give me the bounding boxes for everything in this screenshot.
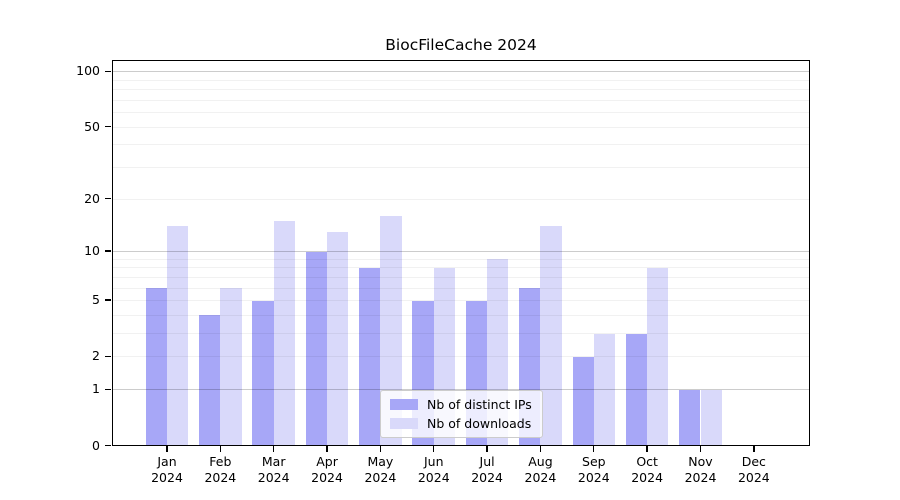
y-tick-label-10: 10 bbox=[84, 243, 100, 259]
x-tick-feb bbox=[219, 446, 222, 452]
x-tick-aug bbox=[539, 446, 542, 452]
y-tick-5 bbox=[105, 299, 111, 301]
bar-downloads-sep bbox=[593, 333, 616, 446]
gridline-minor-30 bbox=[112, 167, 810, 168]
x-tick-label-jun: Jun 2024 bbox=[417, 454, 450, 485]
bar-downloads-aug bbox=[540, 226, 562, 446]
legend: Nb of distinct IPs Nb of downloads bbox=[380, 390, 543, 438]
gridline-major-10 bbox=[112, 251, 810, 253]
bar-distinct-ips-apr bbox=[305, 251, 328, 446]
gridline-minor-40 bbox=[112, 144, 810, 146]
x-tick-label-jan: Jan 2024 bbox=[151, 454, 183, 485]
x-tick-mar bbox=[273, 446, 275, 452]
y-tick-label-2: 2 bbox=[92, 348, 100, 364]
x-tick-label-mar: Mar 2024 bbox=[257, 454, 290, 485]
x-tick-label-dec: Dec 2024 bbox=[737, 454, 770, 485]
gridline-minor-5 bbox=[112, 300, 810, 302]
legend-label-downloads: Nb of downloads bbox=[427, 416, 532, 431]
bar-downloads-apr bbox=[327, 231, 349, 446]
y-tick-10 bbox=[105, 250, 111, 252]
y-tick-label-0: 0 bbox=[92, 437, 100, 453]
x-tick-label-aug: Aug 2024 bbox=[524, 454, 557, 485]
gridline-minor-70 bbox=[112, 99, 810, 101]
chart-title: BiocFileCache 2024 bbox=[385, 36, 537, 54]
y-tick-20 bbox=[105, 197, 111, 200]
bar-distinct-ips-sep bbox=[572, 356, 594, 446]
legend-entry-distinct-ips: Nb of distinct IPs bbox=[390, 397, 532, 412]
x-tick-label-sep: Sep 2024 bbox=[577, 454, 610, 485]
y-tick-label-20: 20 bbox=[84, 190, 100, 206]
plot-area: Nb of distinct IPs Nb of downloads 0 1 2 5 1… bbox=[76, 60, 810, 485]
gridline-minor-8 bbox=[112, 267, 810, 269]
x-tick-jan bbox=[166, 446, 168, 452]
x-tick-jun bbox=[433, 446, 435, 452]
y-tick-50 bbox=[105, 125, 111, 128]
x-tick-jul bbox=[486, 446, 488, 452]
gridline-major-1 bbox=[112, 389, 810, 391]
bar-distinct-ips-oct bbox=[625, 333, 648, 446]
y-tick-label-5: 5 bbox=[92, 292, 100, 308]
bar-downloads-oct bbox=[647, 267, 669, 446]
gridline-minor-7 bbox=[112, 276, 810, 278]
bar-distinct-ips-jan bbox=[145, 288, 167, 446]
x-tick-label-jul: Jul 2024 bbox=[471, 454, 503, 485]
gridline-minor-9 bbox=[112, 258, 810, 260]
y-tick-1 bbox=[105, 388, 111, 390]
gridline-minor-20 bbox=[112, 198, 810, 200]
y-tick-label-100: 100 bbox=[76, 63, 100, 79]
x-tick-nov bbox=[699, 446, 702, 452]
bar-distinct-ips-mar bbox=[252, 300, 274, 446]
x-tick-label-may: May 2024 bbox=[364, 454, 397, 485]
bar-downloads-feb bbox=[220, 288, 242, 446]
bar-downloads-may bbox=[380, 216, 402, 446]
x-tick-label-apr: Apr 2024 bbox=[311, 454, 343, 485]
gridline-minor-50 bbox=[112, 126, 810, 128]
legend-entry-downloads: Nb of downloads bbox=[390, 416, 532, 431]
bar-downloads-nov bbox=[700, 389, 722, 446]
x-tick-sep bbox=[593, 446, 595, 452]
gridline-major-100 bbox=[112, 71, 810, 73]
gridline-minor-60 bbox=[112, 112, 810, 114]
y-tick-label-50: 50 bbox=[84, 118, 100, 134]
y-tick-0 bbox=[105, 444, 111, 447]
bar-downloads-mar bbox=[273, 221, 295, 446]
y-tick-2 bbox=[105, 355, 111, 358]
gridline-minor-80 bbox=[112, 89, 810, 91]
y-tick-100 bbox=[105, 70, 111, 72]
bar-distinct-ips-nov bbox=[679, 389, 701, 446]
x-tick-label-nov: Nov 2024 bbox=[684, 454, 717, 485]
legend-swatch-downloads bbox=[390, 417, 418, 430]
x-tick-label-oct: Oct 2024 bbox=[631, 454, 664, 485]
legend-swatch-distinct-ips bbox=[390, 398, 418, 411]
x-tick-dec bbox=[753, 446, 755, 452]
gridline-minor-6 bbox=[112, 287, 810, 289]
y-tick-label-1: 1 bbox=[92, 381, 100, 397]
gridline-minor-2 bbox=[112, 356, 810, 358]
gridline-minor-3 bbox=[112, 333, 810, 335]
legend-label-distinct-ips: Nb of distinct IPs bbox=[427, 397, 532, 412]
x-tick-apr bbox=[326, 446, 328, 452]
x-tick-oct bbox=[646, 446, 648, 452]
bar-downloads-jan bbox=[167, 226, 189, 446]
gridline-minor-4 bbox=[112, 314, 810, 316]
bar-distinct-ips-may bbox=[359, 267, 381, 446]
bar-distinct-ips-feb bbox=[199, 315, 221, 446]
gridline-minor-90 bbox=[112, 79, 810, 81]
x-tick-may bbox=[379, 446, 382, 452]
x-tick-label-feb: Feb 2024 bbox=[204, 454, 237, 485]
